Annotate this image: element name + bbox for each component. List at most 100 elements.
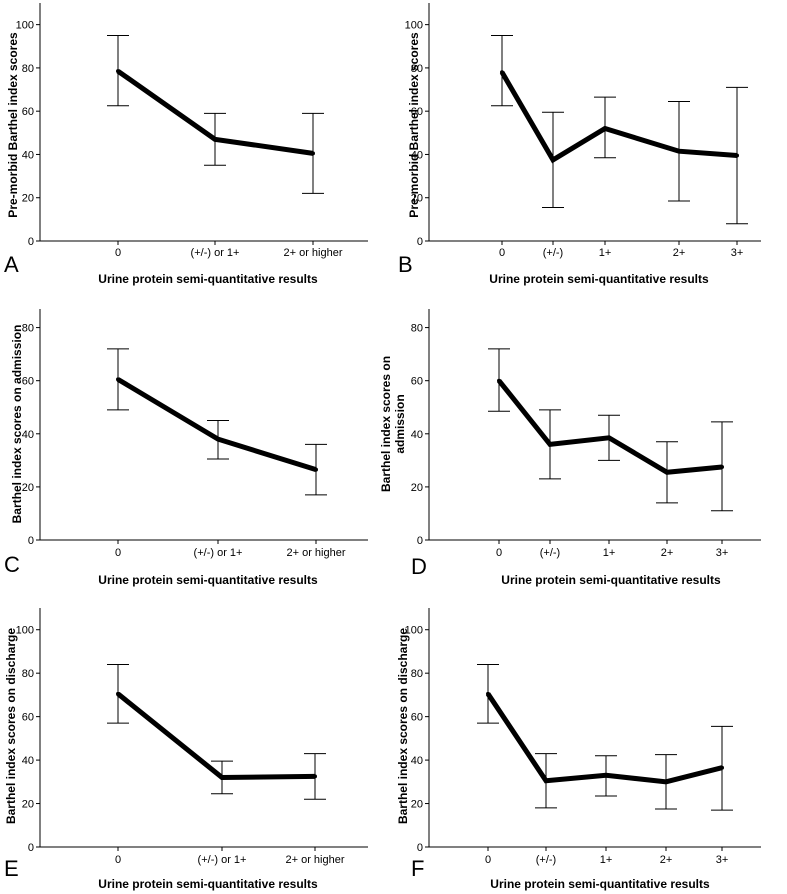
data-point bbox=[314, 467, 318, 472]
y-tick-label: 80 bbox=[411, 323, 423, 335]
y-tick-label: 0 bbox=[417, 842, 423, 854]
y-tick-label: 40 bbox=[411, 755, 423, 767]
x-tick-label: 1+ bbox=[599, 247, 612, 259]
x-tick-label: (+/-) bbox=[540, 547, 560, 559]
data-point bbox=[604, 773, 608, 778]
y-axis-title-line: Barthel index scores on bbox=[379, 356, 393, 492]
panel-letter-b: B bbox=[398, 252, 413, 277]
y-tick-label: 80 bbox=[411, 668, 423, 680]
series-line bbox=[485, 692, 723, 785]
x-axis-title: Urine protein semi-quantitative results bbox=[490, 877, 710, 891]
x-tick-label: 3+ bbox=[731, 247, 744, 259]
y-tick-label: 60 bbox=[411, 376, 423, 388]
y-tick-label: 60 bbox=[411, 712, 423, 724]
y-tick-label: 80 bbox=[22, 63, 34, 75]
data-point bbox=[497, 378, 501, 383]
data-point bbox=[720, 765, 724, 770]
y-tick-label: 20 bbox=[411, 799, 423, 811]
y-tick-label: 100 bbox=[16, 625, 34, 637]
x-tick-label: 3+ bbox=[716, 854, 729, 866]
y-axis-title: Barthel index scores onadmission bbox=[379, 356, 407, 492]
x-tick-label: 2+ bbox=[661, 547, 674, 559]
y-axis-title-line: Barthel index scores on discharge bbox=[396, 628, 410, 824]
x-tick-label: 2+ bbox=[673, 247, 686, 259]
panel-letter-f: F bbox=[411, 856, 424, 881]
panel-f: 0 20 40 60 80 100 0 (+/-) 1+ 2+ 3+ Urine protein se… bbox=[396, 608, 761, 891]
panel-letter-e: E bbox=[4, 856, 19, 881]
x-tick-label: 2+ or higher bbox=[286, 547, 345, 559]
panel-letter-c: C bbox=[4, 552, 20, 577]
y-axis-title-line: Pre-morbid Barthel index scores bbox=[407, 32, 421, 218]
x-axis-title: Urine protein semi-quantitative results bbox=[98, 877, 318, 891]
panel-a: 0 20 40 60 80 100 0 (+/-) or 1+ 2+ or higher Urin… bbox=[4, 3, 368, 286]
x-axis-title: Urine protein semi-quantitative results bbox=[501, 573, 721, 587]
data-point bbox=[607, 435, 611, 440]
data-point bbox=[220, 775, 224, 780]
data-point bbox=[603, 126, 607, 131]
x-tick-label: 2+ bbox=[660, 854, 673, 866]
y-tick-label: 100 bbox=[405, 625, 423, 637]
x-tick-label: 0 bbox=[496, 547, 502, 559]
y-tick-label: 20 bbox=[22, 193, 34, 205]
x-axis-title: Urine protein semi-quantitative results bbox=[98, 573, 318, 587]
panel-c: 0 20 40 60 80 0 (+/-) or 1+ 2+ or higher Urine p… bbox=[4, 309, 368, 587]
y-tick-label: 40 bbox=[411, 149, 423, 161]
y-tick-label: 60 bbox=[22, 376, 34, 388]
x-tick-label: (+/-) or 1+ bbox=[191, 247, 240, 259]
data-point bbox=[720, 464, 724, 469]
series-line bbox=[116, 691, 316, 780]
data-point bbox=[486, 691, 490, 696]
y-tick-label: 40 bbox=[22, 149, 34, 161]
y-tick-label: 0 bbox=[417, 535, 423, 547]
x-tick-label: (+/-) bbox=[536, 854, 556, 866]
x-tick-label: 0 bbox=[115, 247, 121, 259]
y-tick-label: 20 bbox=[22, 482, 34, 494]
y-tick-label: 0 bbox=[28, 842, 34, 854]
y-tick-label: 60 bbox=[22, 712, 34, 724]
data-point bbox=[216, 437, 220, 442]
data-point bbox=[116, 69, 120, 74]
y-tick-label: 0 bbox=[28, 535, 34, 547]
series-line bbox=[499, 70, 738, 164]
panel-b: 0 20 40 60 80 100 0 (+/-) 1+ 2+ 3+ Urine protein se… bbox=[398, 3, 761, 286]
y-tick-label: 80 bbox=[22, 668, 34, 680]
series-line bbox=[116, 377, 317, 473]
data-point bbox=[313, 774, 317, 779]
y-axis-title: Barthel index scores on discharge bbox=[396, 628, 410, 824]
y-axis-title-line: Pre-morbid Barthel index scores bbox=[6, 32, 20, 218]
y-tick-label: 100 bbox=[405, 20, 423, 32]
y-tick-label: 40 bbox=[22, 755, 34, 767]
data-point bbox=[548, 442, 552, 447]
x-tick-label: 0 bbox=[115, 854, 121, 866]
y-tick-label: 0 bbox=[28, 236, 34, 248]
y-axis-title-line: admission bbox=[393, 394, 407, 453]
x-tick-label: 0 bbox=[499, 247, 505, 259]
data-point bbox=[116, 691, 120, 696]
y-axis-title-line: Barthel index scores on discharge bbox=[4, 628, 18, 824]
y-axis-title-line: Barthel index scores on admission bbox=[10, 325, 24, 524]
x-tick-label: 1+ bbox=[603, 547, 616, 559]
x-tick-label: (+/-) bbox=[543, 247, 563, 259]
y-tick-label: 20 bbox=[411, 482, 423, 494]
x-tick-label: (+/-) or 1+ bbox=[198, 854, 247, 866]
x-tick-label: 2+ or higher bbox=[283, 247, 342, 259]
y-tick-label: 40 bbox=[22, 429, 34, 441]
data-point bbox=[116, 377, 120, 382]
x-tick-label: 1+ bbox=[600, 854, 613, 866]
data-point bbox=[213, 137, 217, 142]
y-tick-label: 80 bbox=[22, 323, 34, 335]
panel-letter-d: D bbox=[411, 554, 427, 579]
panel-d: 0 20 40 60 80 0 (+/-) 1+ 2+ 3+ Urine protein semi-… bbox=[379, 309, 761, 587]
data-point bbox=[677, 149, 681, 154]
data-point bbox=[544, 778, 548, 783]
y-tick-label: 0 bbox=[417, 236, 423, 248]
x-tick-label: 0 bbox=[485, 854, 491, 866]
x-tick-label: 0 bbox=[115, 547, 121, 559]
y-axis-title: Barthel index scores on admission bbox=[10, 325, 24, 524]
data-point bbox=[311, 151, 315, 156]
x-tick-label: 3+ bbox=[716, 547, 729, 559]
panel-e: 0 20 40 60 80 100 0 (+/-) or 1+ 2+ or higher Urin… bbox=[4, 608, 368, 891]
y-axis-title: Pre-morbid Barthel index scores bbox=[407, 32, 421, 218]
y-tick-label: 80 bbox=[411, 63, 423, 75]
